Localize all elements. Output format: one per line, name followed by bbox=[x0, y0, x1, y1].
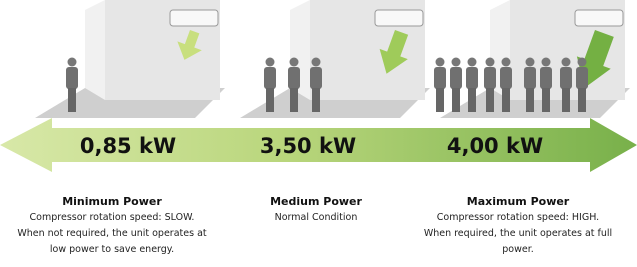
person-body bbox=[524, 67, 536, 89]
person-head bbox=[452, 58, 461, 67]
person-body bbox=[484, 67, 496, 89]
person-head bbox=[436, 58, 445, 67]
panel-line: When required, the unit operates at full bbox=[424, 228, 612, 239]
panel-line: Compressor rotation speed: SLOW. bbox=[30, 212, 195, 223]
person-body bbox=[264, 67, 276, 89]
person-legs bbox=[452, 88, 460, 112]
infographic: 0,85 kW Minimum Power Compressor rotation … bbox=[0, 0, 637, 267]
person-legs bbox=[312, 88, 320, 112]
labels: 0,85 kW Minimum Power Compressor rotation … bbox=[17, 134, 612, 255]
panel-line: When not required, the unit operates at bbox=[17, 228, 207, 239]
person-body bbox=[560, 67, 572, 89]
person-body bbox=[466, 67, 478, 89]
person-head bbox=[290, 58, 299, 67]
person-body bbox=[576, 67, 588, 89]
person-head bbox=[468, 58, 477, 67]
panel-line: low power to save energy. bbox=[50, 244, 174, 255]
ac-unit bbox=[375, 10, 423, 26]
panel-line: Compressor rotation speed: HIGH. bbox=[437, 212, 599, 223]
person-body bbox=[450, 67, 462, 89]
person-head bbox=[266, 58, 275, 67]
person-legs bbox=[578, 88, 586, 112]
person-legs bbox=[266, 88, 274, 112]
power-value: 4,00 kW bbox=[447, 134, 543, 158]
person-legs bbox=[526, 88, 534, 112]
person-head bbox=[526, 58, 535, 67]
panel-title: Medium Power bbox=[270, 195, 362, 208]
power-value: 3,50 kW bbox=[260, 134, 356, 158]
panel-title: Minimum Power bbox=[62, 195, 162, 208]
person-body bbox=[66, 67, 78, 89]
ac-unit bbox=[575, 10, 623, 26]
person-head bbox=[502, 58, 511, 67]
person-legs bbox=[542, 88, 550, 112]
person-legs bbox=[290, 88, 298, 112]
person-head bbox=[562, 58, 571, 67]
person-body bbox=[434, 67, 446, 89]
person-head bbox=[486, 58, 495, 67]
panel-title: Maximum Power bbox=[467, 195, 570, 208]
panel-line: power. bbox=[502, 244, 534, 255]
panel-line: Normal Condition bbox=[275, 212, 358, 223]
ac-unit bbox=[170, 10, 218, 26]
person-body bbox=[310, 67, 322, 89]
person-body bbox=[288, 67, 300, 89]
rooms bbox=[35, 0, 630, 118]
person-legs bbox=[468, 88, 476, 112]
person-legs bbox=[562, 88, 570, 112]
person-head bbox=[312, 58, 321, 67]
wall-side bbox=[85, 0, 105, 100]
person-head bbox=[68, 58, 77, 67]
person-body bbox=[540, 67, 552, 89]
power-value: 0,85 kW bbox=[80, 134, 176, 158]
person-legs bbox=[436, 88, 444, 112]
person-legs bbox=[502, 88, 510, 112]
person-head bbox=[542, 58, 551, 67]
person-legs bbox=[486, 88, 494, 112]
person-head bbox=[578, 58, 587, 67]
person-legs bbox=[68, 88, 76, 112]
person-body bbox=[500, 67, 512, 89]
